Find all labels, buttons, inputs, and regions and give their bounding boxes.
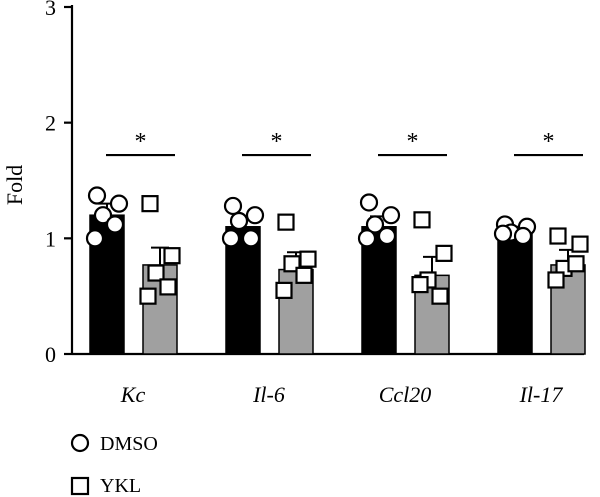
bar xyxy=(89,214,125,355)
x-tick-label: Il-17 xyxy=(519,382,564,407)
legend-marker-dmso xyxy=(70,433,90,453)
data-point xyxy=(85,229,105,248)
data-point xyxy=(513,226,533,246)
y-tick-label: 3 xyxy=(45,0,56,20)
data-point xyxy=(381,206,401,225)
data-point xyxy=(299,250,317,268)
bar xyxy=(497,232,533,355)
data-point xyxy=(547,271,565,289)
data-point xyxy=(87,186,107,205)
data-point xyxy=(277,213,295,231)
significance-star: * xyxy=(407,129,419,155)
legend-label-ykl: YKL xyxy=(100,475,141,497)
data-point xyxy=(275,281,293,299)
data-point xyxy=(229,211,249,231)
data-point xyxy=(163,247,181,265)
data-point xyxy=(109,194,129,213)
bar xyxy=(361,226,397,355)
data-point xyxy=(159,278,177,296)
data-point xyxy=(567,255,585,273)
data-point xyxy=(139,287,157,305)
significance-star: * xyxy=(543,129,555,155)
data-point xyxy=(141,195,159,213)
data-point xyxy=(105,215,125,234)
data-point xyxy=(413,211,431,229)
data-point xyxy=(147,264,165,282)
data-point xyxy=(221,229,241,248)
data-point xyxy=(295,266,313,284)
data-point xyxy=(377,226,397,246)
significance-star: * xyxy=(135,129,147,155)
y-tick-label: 2 xyxy=(45,111,56,136)
legend: DMSO YKL xyxy=(70,433,158,497)
data-point xyxy=(245,206,265,225)
y-tick-label: 0 xyxy=(45,342,56,367)
y-tick-label: 1 xyxy=(45,226,56,251)
data-point xyxy=(365,215,385,234)
bar xyxy=(225,226,261,355)
data-point xyxy=(93,206,113,225)
data-point xyxy=(357,229,377,248)
significance-star: * xyxy=(271,129,283,155)
data-point xyxy=(223,196,243,216)
legend-label-dmso: DMSO xyxy=(100,433,158,455)
legend-marker-ykl xyxy=(70,476,90,496)
data-point xyxy=(549,227,567,245)
data-point xyxy=(571,235,589,253)
x-tick-label: Il-6 xyxy=(252,382,285,407)
x-tick-label: Kc xyxy=(120,382,146,407)
data-point xyxy=(493,224,513,243)
data-point xyxy=(435,244,453,262)
data-point xyxy=(431,287,449,305)
x-tick-label: Ccl20 xyxy=(379,382,432,407)
data-point xyxy=(359,193,379,212)
data-points xyxy=(85,186,589,305)
y-axis-label: Fold xyxy=(2,165,27,205)
x-tick-labels: Kc Il-6 Ccl20 Il-17 xyxy=(120,382,564,407)
significance-markers: * * * * xyxy=(106,129,583,157)
data-point xyxy=(241,229,261,248)
data-point xyxy=(411,276,429,294)
